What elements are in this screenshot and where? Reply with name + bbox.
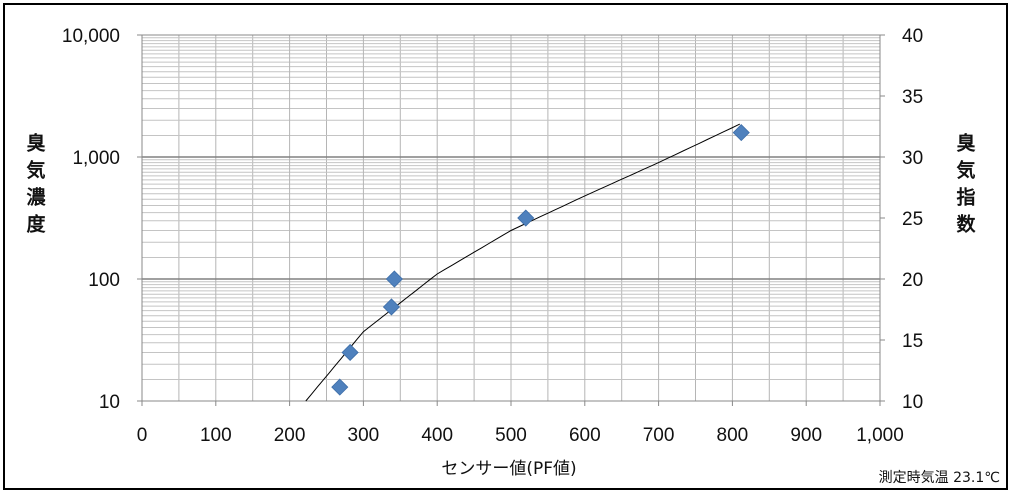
right-tick-label: 20 <box>902 270 923 291</box>
axis-title-char: 気 <box>26 159 45 182</box>
x-tick-label: 500 <box>495 425 527 446</box>
data-point <box>732 124 750 142</box>
x-tick-label: 0 <box>137 425 148 446</box>
x-tick-label: 900 <box>790 425 822 446</box>
x-tick-label: 200 <box>274 425 306 446</box>
right-tick-label: 35 <box>902 87 923 108</box>
right-tick-label: 40 <box>902 26 923 47</box>
axis-title-char: 数 <box>956 213 976 236</box>
x-axis-title: センサー値(PF値) <box>441 459 576 479</box>
data-points <box>331 124 750 396</box>
x-tick-label: 800 <box>717 425 749 446</box>
x-tick-label: 300 <box>348 425 380 446</box>
axis-title-char: 臭 <box>956 132 975 155</box>
chart-border <box>3 3 1008 490</box>
data-point <box>517 209 535 227</box>
right-tick-label: 25 <box>902 209 923 230</box>
x-tick-label: 700 <box>643 425 675 446</box>
x-axis-ticks: 0 100 200 300 400 500 600 700 800 900 1,000 <box>137 401 904 446</box>
data-point <box>382 298 401 316</box>
right-axis-ticks: 10 15 20 25 30 35 40 <box>880 26 923 413</box>
x-tick-label: 600 <box>569 425 601 446</box>
left-axis-ticks: 10 100 1,000 10,000 <box>62 26 142 413</box>
left-tick-label: 1,000 <box>72 148 120 169</box>
trendline <box>305 123 741 402</box>
x-tick-label: 100 <box>200 425 232 446</box>
x-tick-label: 1,000 <box>856 425 904 446</box>
left-tick-label: 10,000 <box>62 26 120 47</box>
right-tick-label: 30 <box>902 148 923 169</box>
temperature-note: 測定時気温 23.1℃ <box>879 470 1000 486</box>
svg-text:臭気濃度: 臭気濃度 <box>26 132 46 236</box>
data-point <box>385 270 403 288</box>
x-tick-label: 400 <box>421 425 453 446</box>
axis-title-char: 濃 <box>26 187 46 209</box>
axis-title-char: 臭 <box>26 132 45 155</box>
right-tick-label: 15 <box>902 331 923 352</box>
data-point <box>341 343 359 362</box>
svg-text:臭気指数: 臭気指数 <box>956 132 976 236</box>
left-tick-label: 10 <box>99 392 120 413</box>
major-gridlines <box>142 35 880 401</box>
axis-title-char: 度 <box>26 213 46 236</box>
right-tick-label: 10 <box>902 392 923 413</box>
data-point <box>331 378 349 396</box>
left-axis-title: 臭気濃度 <box>26 132 46 236</box>
right-axis-title: 臭気指数 <box>956 132 976 236</box>
axis-title-char: 指 <box>956 187 975 209</box>
left-tick-label: 100 <box>88 270 120 291</box>
axis-title-char: 気 <box>956 159 975 182</box>
